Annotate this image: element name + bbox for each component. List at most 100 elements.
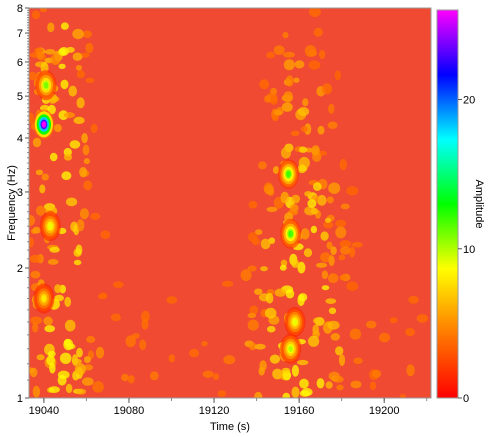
amplitude-blob bbox=[299, 378, 309, 389]
amplitude-blob bbox=[32, 385, 41, 398]
amplitude-blob bbox=[150, 371, 159, 381]
amplitude-blob bbox=[82, 30, 92, 38]
x-tick-label: 19040 bbox=[29, 405, 60, 417]
amplitude-blob bbox=[274, 288, 287, 297]
amplitude-blob bbox=[335, 219, 347, 228]
plot-frame bbox=[28, 7, 432, 399]
amplitude-blob bbox=[47, 259, 59, 265]
amplitude-peak bbox=[286, 170, 291, 178]
amplitude-blob bbox=[29, 367, 38, 378]
y-tick-label: 2 bbox=[17, 263, 23, 275]
amplitude-blob bbox=[168, 354, 175, 363]
amplitude-blob bbox=[30, 316, 43, 325]
amplitude-blob bbox=[320, 231, 329, 241]
amplitude-blob bbox=[166, 296, 178, 304]
amplitude-blob bbox=[310, 225, 318, 234]
y-tick-label: 5 bbox=[17, 91, 23, 103]
amplitude-blob bbox=[83, 364, 94, 371]
amplitude-blob bbox=[39, 184, 46, 194]
amplitude-blob bbox=[389, 317, 398, 324]
amplitude-blob bbox=[291, 364, 299, 377]
amplitude-peak bbox=[292, 318, 298, 326]
amplitude-blob bbox=[304, 123, 312, 135]
amplitude-blob bbox=[85, 77, 95, 83]
amplitude-blob bbox=[282, 392, 291, 398]
amplitude-blob bbox=[60, 22, 69, 30]
amplitude-blob bbox=[29, 214, 36, 227]
amplitude-blob bbox=[316, 262, 328, 268]
amplitude-blob bbox=[346, 281, 359, 292]
amplitude-blob bbox=[280, 147, 292, 159]
amplitude-blob bbox=[335, 346, 344, 356]
amplitude-blob bbox=[75, 244, 83, 255]
amplitude-blob bbox=[258, 161, 267, 170]
amplitude-blob bbox=[76, 219, 85, 232]
amplitude-blob bbox=[297, 261, 306, 274]
amplitude-blob bbox=[29, 71, 37, 81]
amplitude-blob bbox=[318, 50, 326, 59]
amplitude-blob bbox=[266, 206, 278, 212]
amplitude-blob bbox=[406, 364, 415, 377]
amplitude-blob bbox=[297, 164, 307, 174]
amplitude-blob bbox=[66, 197, 78, 207]
amplitude-blob bbox=[325, 298, 337, 304]
amplitude-peak bbox=[288, 230, 293, 238]
amplitude-blob bbox=[247, 312, 257, 319]
amplitude-blob bbox=[333, 375, 344, 383]
colorbar: 0 10 20 Amplitude bbox=[436, 9, 485, 405]
amplitude-blob bbox=[317, 125, 325, 135]
amplitude-blob bbox=[82, 377, 94, 386]
amplitude-blob bbox=[339, 158, 347, 171]
amplitude-blob bbox=[280, 191, 290, 204]
amplitude-blob bbox=[264, 95, 272, 103]
amplitude-blob bbox=[76, 97, 85, 109]
amplitude-blob bbox=[247, 265, 257, 272]
amplitude-blob bbox=[49, 362, 56, 374]
amplitude-blob bbox=[282, 31, 289, 39]
amplitude-blob bbox=[36, 51, 44, 58]
amplitude-blob bbox=[353, 357, 363, 365]
amplitude-blob bbox=[254, 288, 263, 295]
amplitude-blob bbox=[95, 346, 105, 359]
amplitude-blob bbox=[281, 102, 293, 112]
amplitude-blob bbox=[90, 123, 98, 133]
amplitude-blob bbox=[76, 347, 83, 358]
amplitude-blob bbox=[71, 358, 82, 365]
amplitude-blob bbox=[49, 152, 58, 162]
amplitude-blob bbox=[43, 316, 53, 326]
amplitude-blob bbox=[57, 374, 67, 386]
amplitude-blob bbox=[54, 284, 62, 294]
colorbar-ticks: 0 10 20 bbox=[458, 95, 475, 405]
amplitude-blob bbox=[339, 274, 347, 281]
amplitude-blob bbox=[86, 335, 96, 344]
amplitude-blob bbox=[302, 98, 309, 107]
amplitude-blob bbox=[79, 167, 88, 178]
amplitude-blob bbox=[50, 53, 61, 65]
amplitude-blob bbox=[327, 320, 340, 330]
amplitude-blob bbox=[326, 196, 334, 204]
amplitude-blob bbox=[84, 356, 91, 364]
amplitude-blob bbox=[72, 52, 83, 61]
amplitude-blob bbox=[127, 375, 135, 384]
amplitude-blob bbox=[47, 22, 55, 33]
amplitude-blob bbox=[304, 191, 312, 197]
amplitude-peak bbox=[43, 82, 49, 89]
amplitude-blob bbox=[81, 133, 88, 144]
amplitude-blob bbox=[327, 273, 339, 284]
amplitude-blob bbox=[269, 354, 280, 364]
x-axis: 19040 19080 19120 19160 19200 bbox=[29, 398, 428, 417]
amplitude-blob bbox=[65, 383, 73, 394]
amplitude-blob bbox=[36, 354, 45, 361]
amplitude-blob bbox=[34, 47, 44, 53]
colorbar-tick-label: 10 bbox=[463, 244, 475, 256]
amplitude-blob bbox=[85, 42, 94, 54]
amplitude-blob bbox=[92, 381, 104, 393]
amplitude-blob bbox=[350, 380, 362, 389]
amplitude-blob bbox=[291, 194, 301, 204]
amplitude-blob bbox=[297, 294, 305, 307]
amplitude-blob bbox=[32, 137, 42, 148]
amplitude-blob bbox=[267, 188, 275, 196]
amplitude-blob bbox=[351, 241, 363, 248]
amplitude-blob bbox=[323, 221, 334, 229]
y-tick-label: 6 bbox=[17, 57, 23, 69]
